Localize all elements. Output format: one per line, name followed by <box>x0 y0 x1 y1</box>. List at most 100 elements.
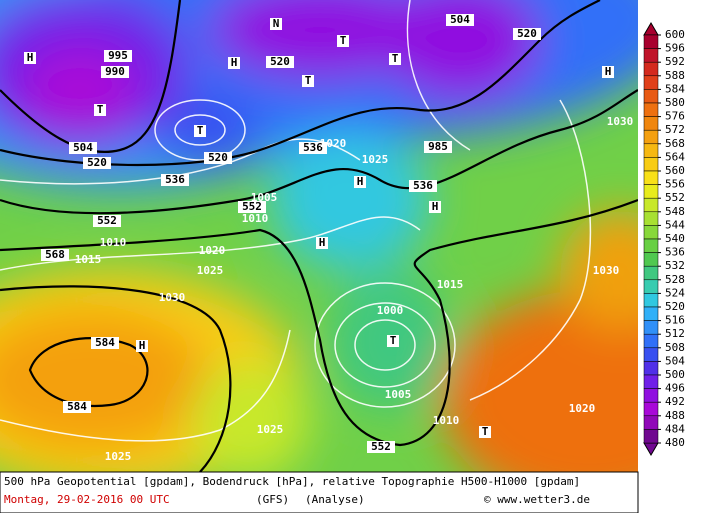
legend-label: 524 <box>665 286 685 299</box>
label-box <box>429 201 441 213</box>
legend-swatch <box>643 252 659 267</box>
legend-swatch <box>643 61 659 77</box>
map-labels: 552 568 584 584 536 536 520 520 504 504 520 520 536 5… <box>24 13 633 463</box>
label-box <box>299 142 327 154</box>
map-label: 520 <box>270 55 290 68</box>
map-label: 995 <box>108 49 128 62</box>
label-box <box>446 14 474 26</box>
label-box <box>270 18 282 30</box>
legend-label: 492 <box>665 395 685 408</box>
legend-swatch <box>643 184 659 199</box>
legend-label: 576 <box>665 110 685 123</box>
map-label: 990 <box>105 65 125 78</box>
label-box <box>194 125 206 137</box>
map-label: 584 <box>95 336 115 349</box>
label-box <box>367 441 395 453</box>
legend-swatch <box>643 429 659 444</box>
legend-label: 528 <box>665 273 685 286</box>
map-label: T <box>97 103 104 116</box>
label-box <box>424 141 452 153</box>
isobar-label: 1000 <box>377 304 404 317</box>
label-box <box>24 52 36 64</box>
map-label: 568 <box>45 248 65 261</box>
legend-label: 584 <box>665 82 685 95</box>
isobar-label: 1020 <box>199 244 226 257</box>
map-label: 520 <box>517 27 537 40</box>
label-box <box>354 176 366 188</box>
legend-swatch <box>643 415 659 430</box>
label-box <box>91 337 119 349</box>
isobar-label: 1030 <box>593 264 620 277</box>
label-box <box>41 249 69 261</box>
label-box <box>228 57 240 69</box>
map-label: T <box>482 425 489 438</box>
legend-swatch <box>643 293 659 308</box>
legend-label: 504 <box>665 354 685 367</box>
legend-swatch <box>643 197 659 213</box>
label-box <box>83 157 111 169</box>
label-box <box>316 237 328 249</box>
legend-label: 592 <box>665 55 685 68</box>
map-label: H <box>357 175 364 188</box>
map-label: 985 <box>428 140 448 153</box>
legend-swatch <box>643 170 659 185</box>
map-label: 520 <box>87 156 107 169</box>
legend-label: 484 <box>665 422 685 435</box>
label-box <box>104 50 132 62</box>
label-box <box>94 104 106 116</box>
map-label: 552 <box>242 200 262 213</box>
footer-box <box>0 471 639 514</box>
legend-swatch <box>643 388 659 403</box>
map-label: T <box>340 34 347 47</box>
isobar-label: 1025 <box>197 264 224 277</box>
legend-label: 548 <box>665 205 685 218</box>
map-label: H <box>432 200 439 213</box>
legend-swatch <box>643 129 659 145</box>
legend-label: 580 <box>665 96 685 109</box>
isobar-label: 1010 <box>433 414 460 427</box>
label-box <box>101 66 129 78</box>
map-label: H <box>27 51 34 64</box>
footer-copyright: © www.wetter3.de <box>484 493 590 506</box>
legend-swatch <box>643 374 659 389</box>
map-label: 536 <box>303 141 323 154</box>
isobar-label: 1025 <box>257 423 284 436</box>
isobar-label: 1015 <box>75 253 102 266</box>
legend-label: 520 <box>665 300 685 313</box>
label-box <box>302 75 314 87</box>
legend-swatch <box>643 143 659 158</box>
legend-swatch <box>643 401 659 417</box>
legend-label: 596 <box>665 42 685 55</box>
footer-run: (Analyse) <box>305 493 365 506</box>
legend-swatch <box>643 238 659 253</box>
label-box <box>387 335 399 347</box>
map-label: 504 <box>73 141 93 154</box>
map-label: 520 <box>208 151 228 164</box>
legend-label: 512 <box>665 327 685 340</box>
legend-swatch <box>643 333 659 349</box>
legend-swatch <box>643 225 659 240</box>
footer-model: (GFS) <box>256 493 289 506</box>
label-box <box>238 201 266 213</box>
legend-swatch <box>643 89 659 104</box>
legend-label: 564 <box>665 150 685 163</box>
label-box <box>266 56 294 68</box>
label-box <box>161 174 189 186</box>
isobar-label: 1015 <box>437 278 464 291</box>
legend-label: 496 <box>665 382 685 395</box>
label-box <box>602 66 614 78</box>
map-label: 584 <box>67 400 87 413</box>
legend-label: 556 <box>665 178 685 191</box>
label-box <box>389 53 401 65</box>
legend: 6005965925885845805765725685645605565525… <box>643 22 685 456</box>
map-label: T <box>392 52 399 65</box>
legend-swatch <box>643 116 659 131</box>
legend-swatch <box>643 361 659 376</box>
legend-label: 600 <box>665 28 685 41</box>
map-label: N <box>273 17 280 30</box>
isobar-label: 1030 <box>607 115 634 128</box>
legend-swatch <box>643 279 659 294</box>
isobar-label: 1005 <box>385 388 412 401</box>
